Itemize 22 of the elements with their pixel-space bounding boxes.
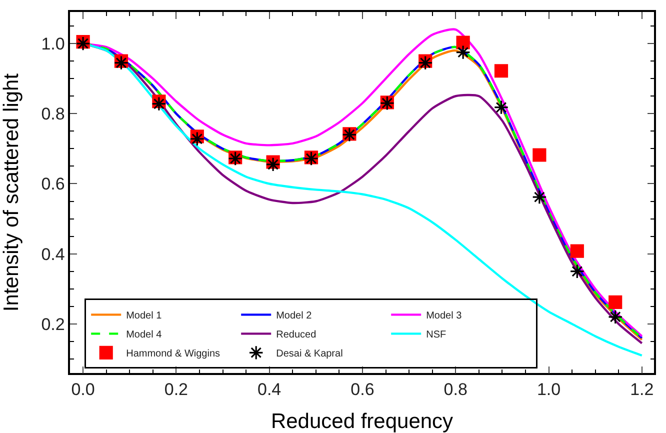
y-tick-label: 0.8 bbox=[41, 104, 65, 124]
y-axis-title: Intensity of scattered light bbox=[0, 73, 23, 312]
legend-label: Model 4 bbox=[126, 330, 162, 341]
y-tick-label: 1.0 bbox=[41, 34, 65, 54]
legend-label: Hammond & Wiggins bbox=[126, 348, 220, 360]
y-tick-label: 0.6 bbox=[41, 174, 65, 194]
legend-label: Model 1 bbox=[126, 310, 162, 322]
y-tick-label: 0.4 bbox=[41, 244, 65, 264]
x-tick-label: 1.2 bbox=[630, 380, 654, 400]
y-tick-label: 0.2 bbox=[41, 314, 65, 334]
legend-label: Model 2 bbox=[276, 310, 312, 322]
x-tick-label: 1.0 bbox=[536, 380, 561, 400]
x-tick-label: 0.8 bbox=[444, 380, 468, 400]
legend-label: NSF bbox=[426, 330, 446, 341]
x-axis-title: Reduced frequency bbox=[270, 410, 454, 433]
x-tick-label: 0.2 bbox=[164, 380, 188, 400]
legend-label: Desai & Kapral bbox=[276, 348, 343, 360]
x-tick-label: 0.4 bbox=[258, 380, 282, 400]
x-tick-label: 0.0 bbox=[71, 380, 95, 400]
legend-label: Reduced bbox=[276, 330, 316, 341]
x-tick-label: 0.6 bbox=[350, 380, 374, 400]
legend-label: Model 3 bbox=[426, 310, 462, 322]
